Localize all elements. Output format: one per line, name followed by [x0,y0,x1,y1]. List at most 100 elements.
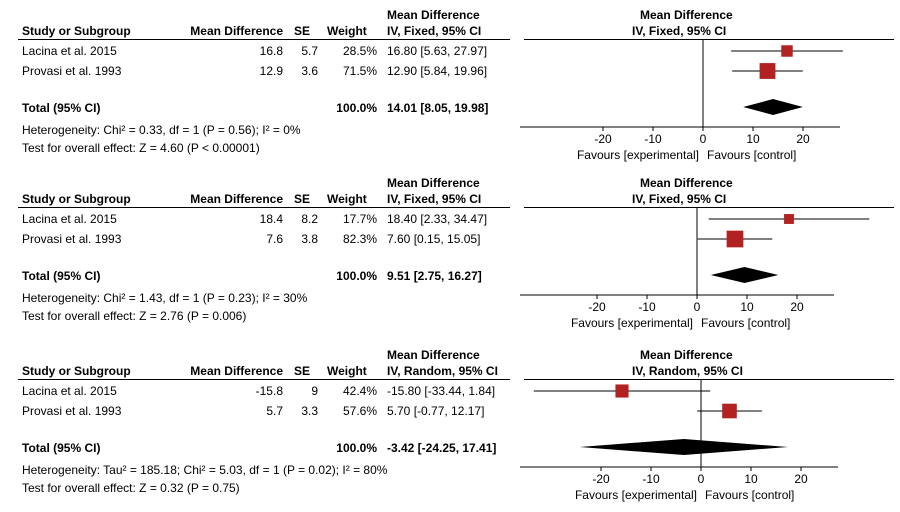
pooled-diamond [710,267,779,283]
ci-header-top: Mean Difference [387,176,480,190]
x-tick-label: 20 [794,472,808,486]
total-weight: 100.0% [336,101,377,115]
study-weight-marker [784,214,794,224]
favours-experimental-label: Favours [experimental] [577,148,699,162]
study-name: Lacina et al. 2015 [22,384,117,398]
forest-plot-svg: -20 -10 0 10 20 Favours [experimental] Favours… [520,208,870,330]
favours-control-label: Favours [control] [705,488,794,502]
x-tick-label: 0 [694,300,701,314]
x-tick-label: -20 [594,132,612,146]
favours-experimental-label: Favours [experimental] [571,316,693,330]
favours-control-label: Favours [control] [707,148,796,162]
study-ci: -15.80 [-33.44, 1.84] [387,384,496,398]
study-md: 16.8 [259,44,283,58]
total-ci: 14.01 [8.05, 19.98] [387,101,489,115]
study-weight: 82.3% [342,232,377,246]
x-tick-label: -20 [592,472,610,486]
forest-panel-2: Mean Difference Mean Difference Study or S… [0,168,900,338]
study-weight: 28.5% [342,44,377,58]
favours-control-label: Favours [control] [701,316,790,330]
study-md: 12.9 [259,64,283,78]
study-weight: 42.4% [342,384,377,398]
study-ci: 5.70 [-0.77, 12.17] [387,404,485,418]
overall-effect-text: Test for overall effect: Z = 2.76 (P = 0… [22,309,247,323]
total-ci: -3.42 [-24.25, 17.41] [387,441,497,455]
plot-header-top: Mean Difference [640,8,733,22]
x-tick-label: 20 [790,300,804,314]
ci-method-header: IV, Fixed, 95% CI [387,192,482,206]
plot-method-header: IV, Random, 95% CI [632,364,743,378]
study-se: 8.2 [301,212,318,226]
study-name: Provasi et al. 1993 [22,404,122,418]
md-header: Mean Difference [190,192,283,206]
study-se: 3.6 [301,64,318,78]
md-header: Mean Difference [190,24,283,38]
study-weight-marker [722,403,737,419]
study-md: -15.8 [255,384,283,398]
study-ci: 18.40 [2.33, 34.47] [387,212,488,226]
heterogeneity-text: Heterogeneity: Tau² = 185.18; Chi² = 5.0… [22,463,388,477]
x-tick-label: -10 [638,300,656,314]
study-header: Study or Subgroup [22,192,131,206]
study-se: 3.3 [301,404,318,418]
x-tick-label: -10 [642,472,660,486]
weight-header: Weight [327,24,367,38]
study-weight: 71.5% [342,64,377,78]
study-se: 3.8 [301,232,318,246]
study-name: Provasi et al. 1993 [22,64,122,78]
study-md: 18.4 [259,212,283,226]
study-weight-marker [759,63,776,79]
header-rule-left [18,379,510,380]
study-md: 7.6 [266,232,283,246]
se-header: SE [294,24,311,38]
weight-header: Weight [327,364,367,378]
plot-header-top: Mean Difference [640,176,733,190]
header-rule-right [524,39,894,40]
study-header: Study or Subgroup [22,364,131,378]
md-header: Mean Difference [190,364,283,378]
plot-header-top: Mean Difference [640,348,733,362]
x-tick-label: 20 [796,132,810,146]
header-rule-left [18,39,510,40]
study-header: Study or Subgroup [22,24,131,38]
ci-header-top: Mean Difference [387,8,480,22]
study-weight: 17.7% [342,212,377,226]
forest-panel-3: Mean Difference Mean Difference Study or S… [0,340,900,510]
pooled-diamond [743,99,803,115]
study-name: Lacina et al. 2015 [22,212,117,226]
x-tick-label: 10 [744,472,758,486]
study-weight: 57.6% [342,404,377,418]
header-rule-right [524,207,894,208]
study-weight-marker [615,384,629,398]
x-tick-label: 0 [700,132,707,146]
x-tick-label: 10 [740,300,754,314]
overall-effect-text: Test for overall effect: Z = 4.60 (P < 0… [22,141,260,155]
se-header: SE [294,192,311,206]
heterogeneity-text: Heterogeneity: Chi² = 1.43, df = 1 (P = … [22,291,308,305]
ci-method-header: IV, Random, 95% CI [387,364,498,378]
plot-method-header: IV, Fixed, 95% CI [632,192,727,206]
study-ci: 12.90 [5.84, 19.96] [387,64,488,78]
plot-method-header: IV, Fixed, 95% CI [632,24,727,38]
se-header: SE [294,364,311,378]
forest-panel-1: Mean Difference Mean Difference Study or S… [0,0,900,170]
ci-method-header: IV, Fixed, 95% CI [387,24,482,38]
total-label: Total (95% CI) [22,101,101,115]
study-name: Lacina et al. 2015 [22,44,117,58]
overall-effect-text: Test for overall effect: Z = 0.32 (P = 0… [22,481,240,495]
study-weight-marker [781,45,793,57]
pooled-diamond [579,439,789,455]
total-weight: 100.0% [336,441,377,455]
total-ci: 9.51 [2.75, 16.27] [387,269,482,283]
study-se: 5.7 [301,44,318,58]
total-weight: 100.0% [336,269,377,283]
favours-experimental-label: Favours [experimental] [575,488,697,502]
study-md: 5.7 [266,404,283,418]
x-tick-label: 10 [746,132,760,146]
study-weight-marker [726,230,744,248]
header-rule-left [18,207,510,208]
header-rule-right [524,379,894,380]
weight-header: Weight [327,192,367,206]
study-ci: 16.80 [5.63, 27.97] [387,44,488,58]
heterogeneity-text: Heterogeneity: Chi² = 0.33, df = 1 (P = … [22,123,301,137]
